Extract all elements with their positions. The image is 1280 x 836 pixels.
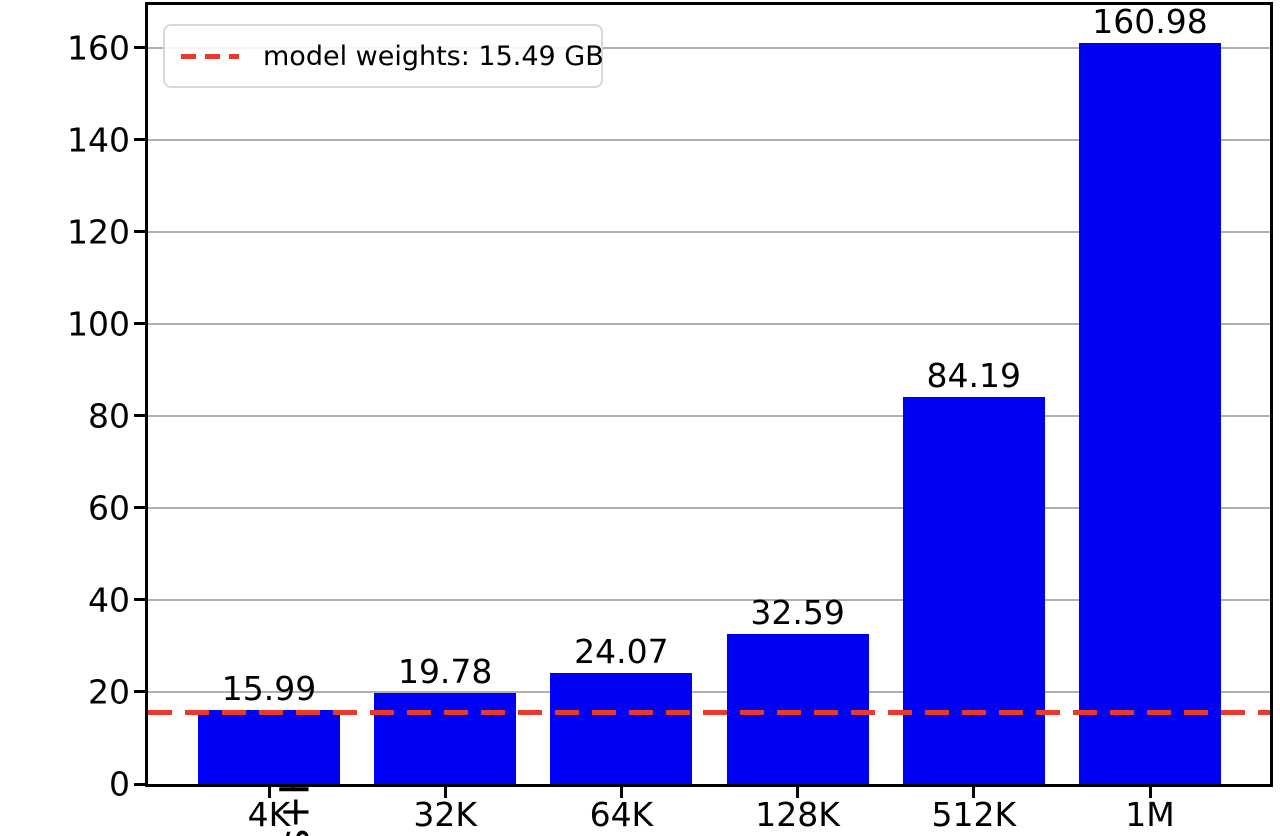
x-tick-label: 64K xyxy=(589,795,654,834)
bar-value-label: 19.78 xyxy=(397,652,493,691)
bar-64k xyxy=(550,673,693,784)
x-tick-mark xyxy=(796,787,800,798)
y-tick-mark xyxy=(134,414,145,418)
x-tick-label: 128K xyxy=(755,795,840,834)
legend: model weights: 15.49 GB xyxy=(163,24,604,88)
bar-value-label: 15.99 xyxy=(221,669,317,709)
x-tick-mark xyxy=(972,787,976,798)
y-tick-mark xyxy=(134,138,145,142)
bar-512k xyxy=(902,396,1045,784)
y-tick-label: 100 xyxy=(67,304,130,344)
y-tick-mark xyxy=(134,690,145,694)
y-tick-label: 20 xyxy=(88,672,130,712)
y-tick-label: 0 xyxy=(109,764,130,804)
model-weights-reference-line xyxy=(148,710,1270,716)
y-tick-mark xyxy=(134,322,145,326)
x-tick-label: 1M xyxy=(1125,795,1175,834)
dashed-line-swatch-icon xyxy=(181,53,239,59)
x-tick-label: 4K xyxy=(247,795,291,834)
bar-value-label: 24.07 xyxy=(574,632,669,672)
y-tick-label: 40 xyxy=(88,580,130,620)
y-tick-mark xyxy=(134,782,145,786)
plot-area: model weights: 15.49 GB 15.99 19.78 24.07 3… xyxy=(145,2,1273,787)
bar-128k xyxy=(726,634,869,784)
bar-32k xyxy=(374,693,517,784)
y-tick-label: 120 xyxy=(67,212,130,252)
x-tick-mark xyxy=(1148,787,1152,798)
bar-value-label: 32.59 xyxy=(750,593,845,633)
gridline xyxy=(148,690,1270,693)
legend-label: model weights: 15.49 GB xyxy=(263,40,604,72)
y-tick-mark xyxy=(134,230,145,234)
x-tick-mark xyxy=(267,787,271,798)
gridline xyxy=(148,506,1270,509)
gridline xyxy=(148,598,1270,601)
gridline xyxy=(148,322,1270,325)
bar-value-label: 84.19 xyxy=(926,355,1022,395)
y-tick-label: 60 xyxy=(88,488,130,528)
x-tick-mark xyxy=(619,787,623,798)
x-tick-label: 512K xyxy=(931,795,1017,834)
y-tick-label: 160 xyxy=(67,28,130,68)
y-tick-mark xyxy=(134,46,145,50)
y-tick-mark xyxy=(134,506,145,510)
gridline xyxy=(148,138,1270,141)
y-tick-label: 140 xyxy=(67,120,130,160)
bar-1m xyxy=(1079,43,1221,784)
x-tick-label: 32K xyxy=(413,795,478,834)
gridline xyxy=(148,414,1270,417)
y-tick-mark xyxy=(134,598,145,602)
y-tick-label: 80 xyxy=(88,396,130,436)
bar-value-label: 160.98 xyxy=(1092,2,1208,42)
x-tick-mark xyxy=(443,787,447,798)
gridline xyxy=(148,46,1270,49)
bar-4k xyxy=(198,710,340,784)
gridline xyxy=(148,230,1270,233)
